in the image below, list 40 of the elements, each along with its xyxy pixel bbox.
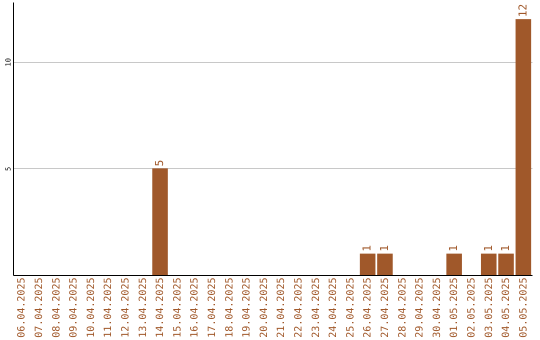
x-tick-label: 16.04.2025 xyxy=(190,278,201,338)
x-tick-label: 03.05.2025 xyxy=(484,278,495,338)
x-tick-label: 11.04.2025 xyxy=(103,278,114,338)
x-tick-label: 24.04.2025 xyxy=(328,278,340,338)
data-label: 12 xyxy=(516,4,530,18)
x-tick-label: 30.04.2025 xyxy=(432,278,443,338)
bar xyxy=(446,254,462,275)
data-label: 1 xyxy=(482,245,495,252)
x-tick-label: 12.04.2025 xyxy=(120,278,132,338)
x-tick-label: 21.04.2025 xyxy=(276,278,288,338)
data-label: 1 xyxy=(378,245,391,252)
x-tick-label: 15.04.2025 xyxy=(172,278,184,338)
x-tick-label: 17.04.2025 xyxy=(206,278,218,338)
x-tick-label: 02.05.2025 xyxy=(466,278,478,338)
data-label: 5 xyxy=(153,160,166,166)
x-tick-label: 09.04.2025 xyxy=(68,278,80,338)
x-tick-label: 07.04.2025 xyxy=(34,278,45,338)
x-tick-label: 22.04.2025 xyxy=(293,278,304,338)
x-tick-label: 05.05.2025 xyxy=(518,278,530,338)
data-label: 1 xyxy=(360,245,374,252)
data-label: 1 xyxy=(499,245,512,252)
x-tick-label: 14.04.2025 xyxy=(155,278,166,338)
bar xyxy=(480,254,497,275)
bar xyxy=(152,168,168,275)
data-label: 1 xyxy=(447,245,460,252)
x-tick-label: 25.04.2025 xyxy=(345,278,356,338)
x-tick-label: 06.04.2025 xyxy=(16,278,28,338)
x-tick-label: 10.04.2025 xyxy=(86,278,97,338)
x-tick-label: 04.05.2025 xyxy=(501,278,512,338)
x-tick-label: 28.04.2025 xyxy=(397,278,408,338)
x-tick-label: 26.04.2025 xyxy=(362,278,374,338)
x-tick-label: 18.04.2025 xyxy=(224,278,236,338)
x-tick-label: 13.04.2025 xyxy=(138,278,149,338)
x-tick-label: 19.04.2025 xyxy=(242,278,253,338)
x-tick-label: 01.05.2025 xyxy=(449,278,460,338)
x-tick-label: 27.04.2025 xyxy=(380,278,391,338)
x-tick-label: 29.04.2025 xyxy=(414,278,426,338)
x-tick-label: 08.04.2025 xyxy=(51,278,62,338)
x-tick-label: 23.04.2025 xyxy=(310,278,322,338)
x-tick-label: 20.04.2025 xyxy=(258,278,270,338)
